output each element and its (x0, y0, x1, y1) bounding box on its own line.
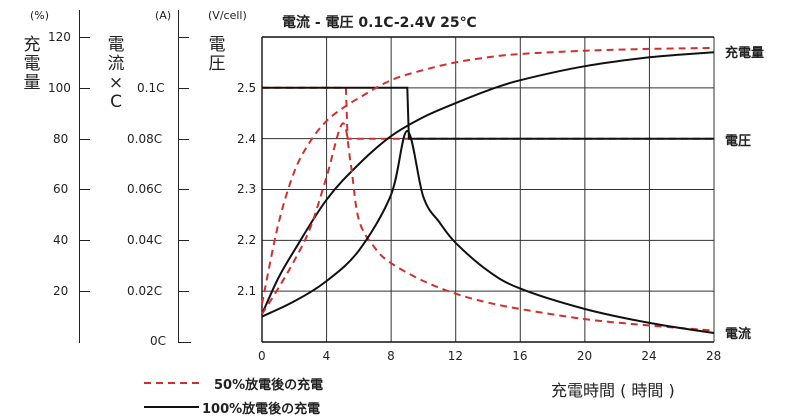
x-tick-label: 20 (576, 349, 593, 363)
current-tick (179, 291, 189, 292)
capacity-tick-label: 40 (53, 233, 69, 247)
series-line-current (261, 129, 715, 335)
voltage-tick-label: 2.5 (237, 81, 257, 95)
current-axis-unit: (A) (155, 9, 172, 22)
x-axis-title: 充電時間 ( 時間 ) (551, 381, 675, 400)
series-line-voltage (262, 86, 714, 140)
legend-swatch-dashed (144, 382, 204, 384)
capacity-axis-title: 充電量 (23, 35, 41, 93)
current-tick (179, 88, 189, 89)
series-line-capacity (261, 51, 715, 315)
x-tick-label: 28 (706, 349, 722, 363)
capacity-tick (80, 139, 90, 140)
current-tick-label: 0.08C (127, 132, 163, 146)
series-line-voltage (262, 86, 714, 140)
current-axis-title-char: 電 (107, 35, 125, 55)
capacity-axis-unit: (%) (30, 9, 50, 22)
legend-swatch-solid (144, 406, 199, 408)
capacity-tick (80, 240, 90, 241)
x-tick-label: 16 (512, 349, 528, 363)
current-curve-label: 電流 (725, 327, 752, 342)
current-tick (179, 37, 189, 38)
capacity-tick-label: 60 (53, 182, 69, 196)
capacity-tick-label: 20 (53, 284, 69, 298)
voltage-axis-title: 電圧 (208, 35, 226, 74)
current-tick-label: 0.02C (127, 284, 163, 298)
current-tick-label: 0C (150, 334, 167, 348)
current-tick-label: 0.06C (127, 182, 163, 196)
voltage-tick-label: 2.3 (237, 182, 257, 196)
current-tick-label: 0.1C (137, 81, 165, 95)
capacity-curve-label: 充電量 (725, 46, 765, 61)
current-axis-title-char: × (108, 73, 124, 93)
capacity-axis-line (79, 10, 80, 343)
current-tick-label: 0.04C (127, 233, 163, 247)
current-axis-title: 電 流 × C (106, 36, 126, 112)
current-axis-title-char: 流 (107, 54, 125, 74)
capacity-tick-label: 120 (48, 30, 71, 44)
voltage-tick-label: 2.4 (237, 132, 257, 146)
x-tick-label: 8 (387, 349, 395, 363)
x-tick-label: 4 (322, 349, 331, 363)
legend-label: 50%放電後の充電 (214, 378, 324, 393)
current-tick (179, 189, 189, 190)
current-axis-title-char: C (110, 92, 122, 112)
voltage-tick-label: 2.1 (237, 284, 257, 298)
current-tick (179, 240, 189, 241)
capacity-tick (80, 189, 90, 190)
series-line-capacity (261, 46, 715, 305)
capacity-tick (80, 88, 90, 89)
x-tick-label: 0 (258, 349, 266, 363)
current-tick (179, 139, 189, 140)
x-tick-label: 12 (447, 349, 463, 363)
series-line-current (261, 122, 715, 332)
capacity-tick (80, 291, 90, 292)
x-tick-label: 24 (641, 349, 657, 363)
legend-label: 100%放電後の充電 (202, 402, 321, 417)
current-axis-line (178, 10, 179, 343)
capacity-tick-label: 80 (53, 132, 69, 146)
voltage-tick-label: 2.2 (237, 233, 257, 247)
voltage-axis-unit: (V/cell) (208, 9, 247, 22)
capacity-tick-label: 100 (48, 81, 71, 95)
chart-title: 電流 - 電圧 0.1C-2.4V 25℃ (282, 15, 477, 31)
capacity-tick (80, 37, 90, 38)
voltage-curve-label: 電圧 (725, 134, 752, 149)
current-axis-bottom-tick (179, 342, 191, 343)
